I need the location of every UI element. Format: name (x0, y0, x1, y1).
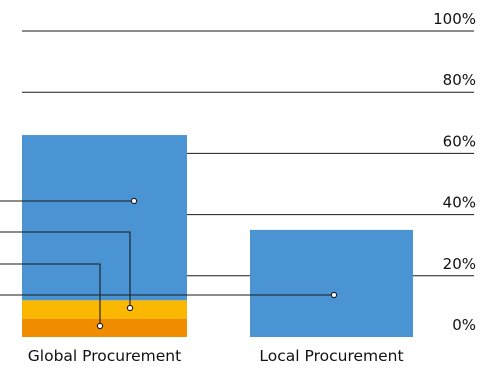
leader-line-3 (0, 263, 101, 326)
y-axis-tick-labels: 0% 20% 40% 60% 80% 100% (433, 10, 476, 334)
bar-segment-1-2 (22, 300, 187, 319)
bar-segment-1-1 (22, 318, 187, 337)
bars (22, 135, 413, 337)
y-tick-label: 0% (452, 316, 476, 334)
category-label: Local Procurement (259, 347, 403, 365)
y-tick-label: 80% (443, 71, 476, 89)
bar-segment-1-3 (22, 135, 187, 301)
leader-endpoint-1 (130, 197, 138, 205)
leader-endpoint-3 (96, 322, 104, 330)
y-tick-label: 40% (443, 194, 476, 212)
leader-lines (0, 197, 338, 330)
category-labels: Global Procurement Local Procurement (28, 347, 404, 365)
bar-segment-2-3 (250, 229, 413, 337)
y-tick-label: 100% (433, 10, 476, 28)
leader-endpoint-2 (126, 304, 134, 312)
y-tick-label: 20% (443, 255, 476, 273)
y-tick-label: 60% (443, 132, 476, 150)
leader-endpoint-4 (330, 291, 338, 299)
leader-line-2 (0, 231, 131, 308)
category-label: Global Procurement (28, 347, 181, 365)
